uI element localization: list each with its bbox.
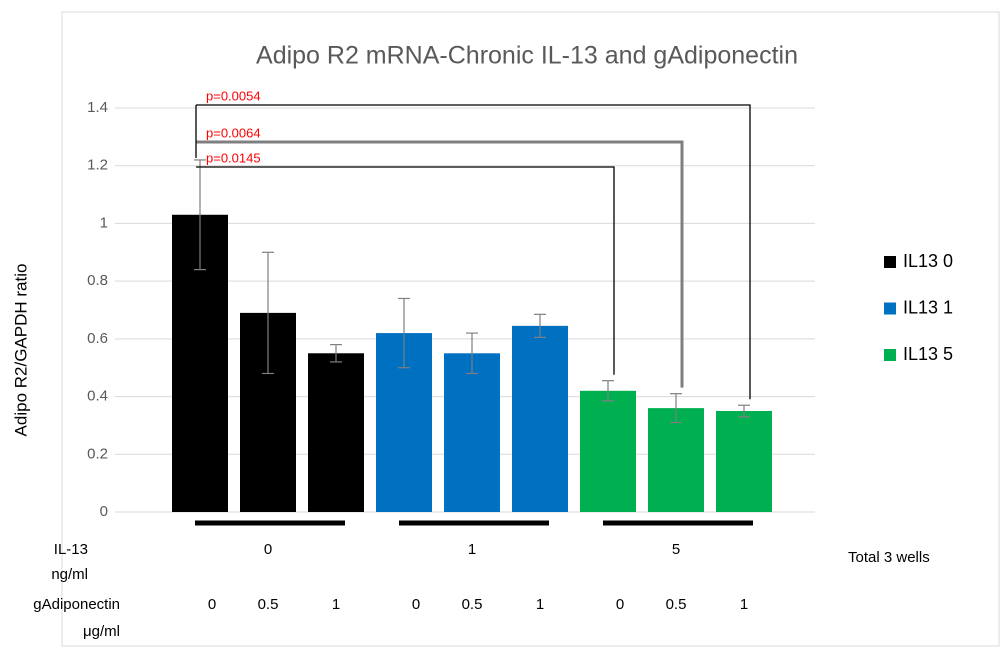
category-label: 0: [208, 596, 216, 613]
legend-label: IL13 1: [903, 297, 953, 317]
chart-title: Adipo R2 mRNA-Chronic IL-13 and gAdipone…: [256, 42, 798, 70]
bar: [716, 411, 772, 512]
legend-label: IL13 0: [903, 251, 953, 271]
category-label: 0: [616, 596, 624, 613]
category-label: 0: [412, 596, 420, 613]
category-label: 0.5: [462, 596, 483, 613]
y-tick-label: 1: [100, 214, 108, 231]
p-value: p=0.0145: [206, 150, 261, 165]
y-tick-label: 0.8: [87, 272, 108, 289]
significance-bracket: [196, 166, 615, 375]
y-tick-label: 1.2: [87, 157, 108, 174]
row-label: IL-13: [54, 541, 88, 558]
row-label: gAdiponectin: [33, 596, 120, 613]
category-label: 0.5: [666, 596, 687, 613]
group-label: 0: [264, 541, 272, 558]
p-value: p=0.0064: [206, 125, 261, 140]
bar: [512, 325, 568, 512]
legend-swatch: [884, 302, 896, 315]
legend-swatch: [884, 349, 896, 361]
note: Total 3 wells: [848, 549, 930, 566]
category-label: 0.5: [258, 596, 279, 613]
legend-swatch: [884, 256, 896, 268]
y-tick-label: 0: [100, 503, 108, 520]
bar: [308, 353, 364, 512]
y-tick-label: 0.4: [87, 388, 108, 405]
category-label: 1: [536, 596, 544, 613]
bar: [580, 390, 636, 512]
legend-label: IL13 5: [903, 344, 953, 364]
row-unit: ng/ml: [51, 566, 88, 583]
row-unit: μg/ml: [83, 623, 120, 640]
group-label: 1: [468, 541, 476, 558]
category-label: 1: [332, 596, 340, 613]
significance-bracket: [196, 104, 751, 400]
y-tick-label: 0.6: [87, 330, 108, 347]
bar: [648, 408, 704, 512]
y-axis-label: Adipo R2/GAPDH ratio: [11, 264, 30, 437]
y-tick-label: 1.4: [87, 99, 108, 116]
significance-bracket: [196, 140, 684, 388]
y-tick-label: 0.2: [87, 445, 108, 462]
category-label: 1: [740, 596, 748, 613]
bar: [444, 353, 500, 512]
group-label: 5: [672, 541, 680, 558]
p-value: p=0.0054: [206, 88, 261, 103]
